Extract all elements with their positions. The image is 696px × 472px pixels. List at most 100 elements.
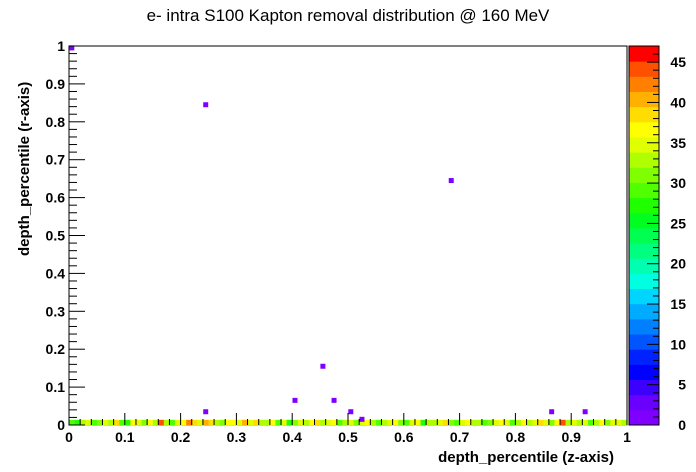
y-tick-label: 1 <box>57 38 65 54</box>
palette-swatch <box>629 76 659 92</box>
heatmap-cell <box>587 419 594 426</box>
palette-swatch <box>629 197 659 214</box>
x-tick-label: 0.9 <box>561 429 581 445</box>
heatmap-cell <box>364 419 371 426</box>
heatmap-cell <box>375 419 382 426</box>
heatmap-cell <box>548 419 555 426</box>
heatmap-cell <box>409 419 416 426</box>
z-tick-label: 10 <box>670 336 686 352</box>
y-tick-label: 0.3 <box>46 303 66 319</box>
x-tick-label: 0.4 <box>282 429 302 445</box>
palette-swatch <box>629 152 659 168</box>
heatmap-point <box>359 416 365 422</box>
plot-frame <box>68 45 628 426</box>
color-scale: 0 5 10 15 20 25 30 35 40 45 <box>628 45 686 433</box>
heatmap-point <box>69 45 75 51</box>
heatmap-cell <box>130 419 137 426</box>
palette-swatch <box>629 334 659 350</box>
y-tick-label: 0.7 <box>46 152 66 168</box>
heatmap-cell <box>197 419 204 426</box>
palette-swatch <box>629 409 659 426</box>
heatmap-cell <box>543 419 550 426</box>
y-axis-ticks: 0 0.1 0.2 0.3 0.4 0.5 0.6 0.7 0.8 0.9 1 <box>46 38 85 433</box>
z-tick-label: 45 <box>670 54 686 70</box>
heatmap-cell <box>169 419 176 426</box>
z-tick-label: 5 <box>678 377 686 393</box>
z-tick-label: 35 <box>670 135 686 151</box>
heatmap-cell <box>537 419 544 426</box>
x-tick-label: 0.7 <box>450 429 470 445</box>
y-tick-label: 0.1 <box>46 379 66 395</box>
heatmap-cell <box>599 419 605 426</box>
heatmap-cell <box>286 419 293 426</box>
heatmap-point <box>203 409 209 415</box>
heatmap-cell <box>163 419 170 426</box>
y-tick-label: 0.2 <box>46 341 66 357</box>
z-tick-label: 40 <box>670 94 686 110</box>
heatmap-cell <box>431 419 438 426</box>
heatmap-cell <box>560 419 566 426</box>
x-tick-label: 0.2 <box>171 429 191 445</box>
heatmap-cell <box>102 419 109 426</box>
heatmap-cell <box>69 419 75 426</box>
palette-swatch <box>629 121 659 138</box>
heatmap-cell <box>119 419 126 426</box>
y-axis-label: depth_percentile (r-axis) <box>16 82 33 256</box>
palette-swatch <box>629 258 659 274</box>
heatmap-cell <box>420 419 427 426</box>
z-tick-label: 15 <box>670 296 686 312</box>
heatmap-cell <box>281 419 287 426</box>
x-tick-label: 0.5 <box>338 429 358 445</box>
palette-swatch <box>629 167 659 183</box>
heatmap-cell <box>320 419 326 426</box>
x-axis-label: depth_percentile (z-axis) <box>438 449 614 466</box>
heatmap-cell <box>459 419 466 426</box>
y-tick-label: 0.8 <box>46 114 66 130</box>
heatmap-cell <box>80 419 87 426</box>
heatmap-cell <box>621 419 628 426</box>
heatmap-point <box>582 409 588 415</box>
heatmap-cell <box>124 419 131 426</box>
palette-swatch <box>629 91 659 108</box>
heatmap-cell <box>454 419 460 426</box>
palette-swatch <box>629 46 659 62</box>
heatmap-cell <box>509 419 516 426</box>
heatmap-cell <box>615 419 622 426</box>
heatmap-cell <box>214 419 220 426</box>
heatmap-cell <box>520 419 527 426</box>
heatmap-cell <box>359 419 366 426</box>
heatmap-cell <box>303 419 310 426</box>
palette-swatch <box>629 106 659 123</box>
z-tick-label: 20 <box>670 256 686 272</box>
heatmap-cell <box>526 419 533 426</box>
heatmap-cell <box>186 419 193 426</box>
palette-frame <box>628 45 660 426</box>
heatmap-cell <box>219 419 226 426</box>
heatmap-cells <box>69 45 628 426</box>
z-tick-label: 25 <box>670 215 686 231</box>
heatmap-cell <box>292 419 299 426</box>
palette-swatch <box>629 394 659 411</box>
heatmap-cell <box>515 419 522 426</box>
heatmap-cell <box>398 419 405 426</box>
heatmap-cell <box>403 419 410 426</box>
z-tick-label: 0 <box>678 417 686 433</box>
heatmap-cell <box>470 419 477 426</box>
heatmap-point <box>348 409 354 415</box>
heatmap-cell <box>147 419 153 426</box>
heatmap-cell <box>465 419 472 426</box>
heatmap-cell <box>554 419 561 426</box>
heatmap-cell <box>593 419 600 426</box>
chart-title: e- intra S100 Kapton removal distributio… <box>146 6 550 25</box>
z-tick-label: 30 <box>670 175 686 191</box>
heatmap-cell <box>336 419 343 426</box>
x-tick-label: 0.3 <box>227 429 247 445</box>
heatmap-cell <box>426 419 432 426</box>
heatmap-cell <box>504 419 511 426</box>
heatmap-cell <box>325 419 332 426</box>
heatmap-cell <box>610 419 617 426</box>
heatmap-point <box>320 363 326 369</box>
heatmap-cell <box>437 419 444 426</box>
heatmap-cell <box>96 419 103 426</box>
heatmap-cell <box>370 419 377 426</box>
